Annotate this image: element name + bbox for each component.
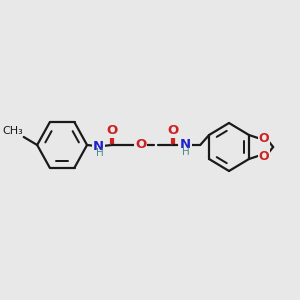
Text: N: N: [179, 139, 191, 152]
Text: O: O: [135, 139, 146, 152]
Text: H: H: [182, 147, 190, 157]
Text: N: N: [93, 140, 104, 152]
Text: H: H: [96, 148, 104, 158]
Text: CH₃: CH₃: [2, 126, 23, 136]
Text: O: O: [259, 131, 269, 145]
Text: O: O: [106, 124, 118, 136]
Text: O: O: [259, 149, 269, 163]
Text: O: O: [168, 124, 179, 136]
